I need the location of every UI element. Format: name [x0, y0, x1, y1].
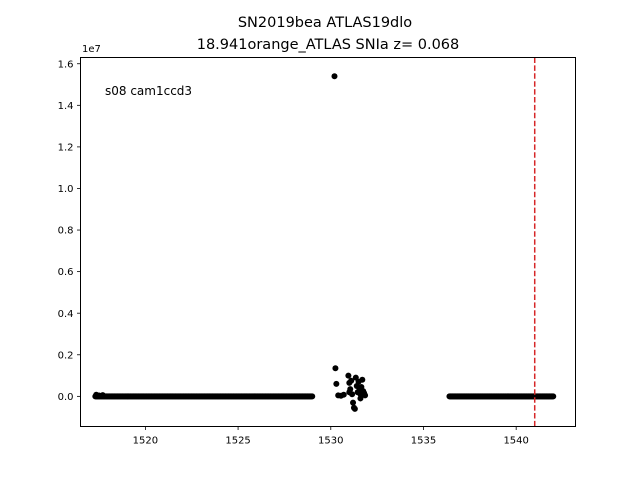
x-tick-label: 1530	[318, 436, 343, 447]
plot-area-frame	[80, 57, 576, 427]
chart-title: SN2019bea ATLAS19dlo 18.941orange_ATLAS …	[197, 15, 460, 53]
y-tick-label: 0.0	[58, 392, 74, 403]
x-tick-label: 1525	[225, 436, 250, 447]
data-point	[351, 405, 358, 412]
y-tick-label: 0.6	[58, 267, 74, 278]
y-tick-label: 0.8	[58, 226, 74, 237]
data-point	[346, 389, 353, 396]
x-tick-label: 1535	[411, 436, 436, 447]
y-tick-label: 0.2	[58, 350, 74, 361]
data-point	[362, 392, 369, 399]
y-tick-label: 1.4	[58, 101, 74, 112]
y-axis-offset-label: 1e7	[82, 44, 101, 55]
data-point	[333, 380, 340, 387]
data-point	[359, 376, 366, 383]
data-point	[331, 73, 338, 80]
data-point	[340, 391, 347, 398]
y-tick-label: 1.2	[58, 142, 74, 153]
x-tick-label: 1520	[133, 436, 158, 447]
y-tick-label: 1.0	[58, 184, 74, 195]
data-point	[550, 393, 557, 400]
chart-title-line1: SN2019bea ATLAS19dlo	[238, 15, 412, 31]
y-tick-label: 1.6	[58, 59, 74, 70]
data-point	[345, 372, 352, 379]
x-axis: 1520 1525 1530 1535 1540	[133, 426, 529, 447]
chart-annotation: s08 cam1ccd3	[105, 84, 192, 98]
data-point	[357, 395, 364, 402]
data-point	[309, 393, 316, 400]
data-point	[332, 365, 339, 372]
data-point	[350, 399, 357, 406]
x-tick-label: 1540	[503, 436, 528, 447]
data-points	[92, 73, 557, 412]
data-point	[348, 377, 355, 384]
y-tick-label: 0.4	[58, 309, 74, 320]
chart-title-line2: 18.941orange_ATLAS SNIa z= 0.068	[197, 37, 460, 53]
data-point	[99, 392, 106, 399]
y-axis: 0.0 0.2 0.4 0.6 0.8 1.0 1.2 1.4 1.6	[58, 59, 81, 403]
